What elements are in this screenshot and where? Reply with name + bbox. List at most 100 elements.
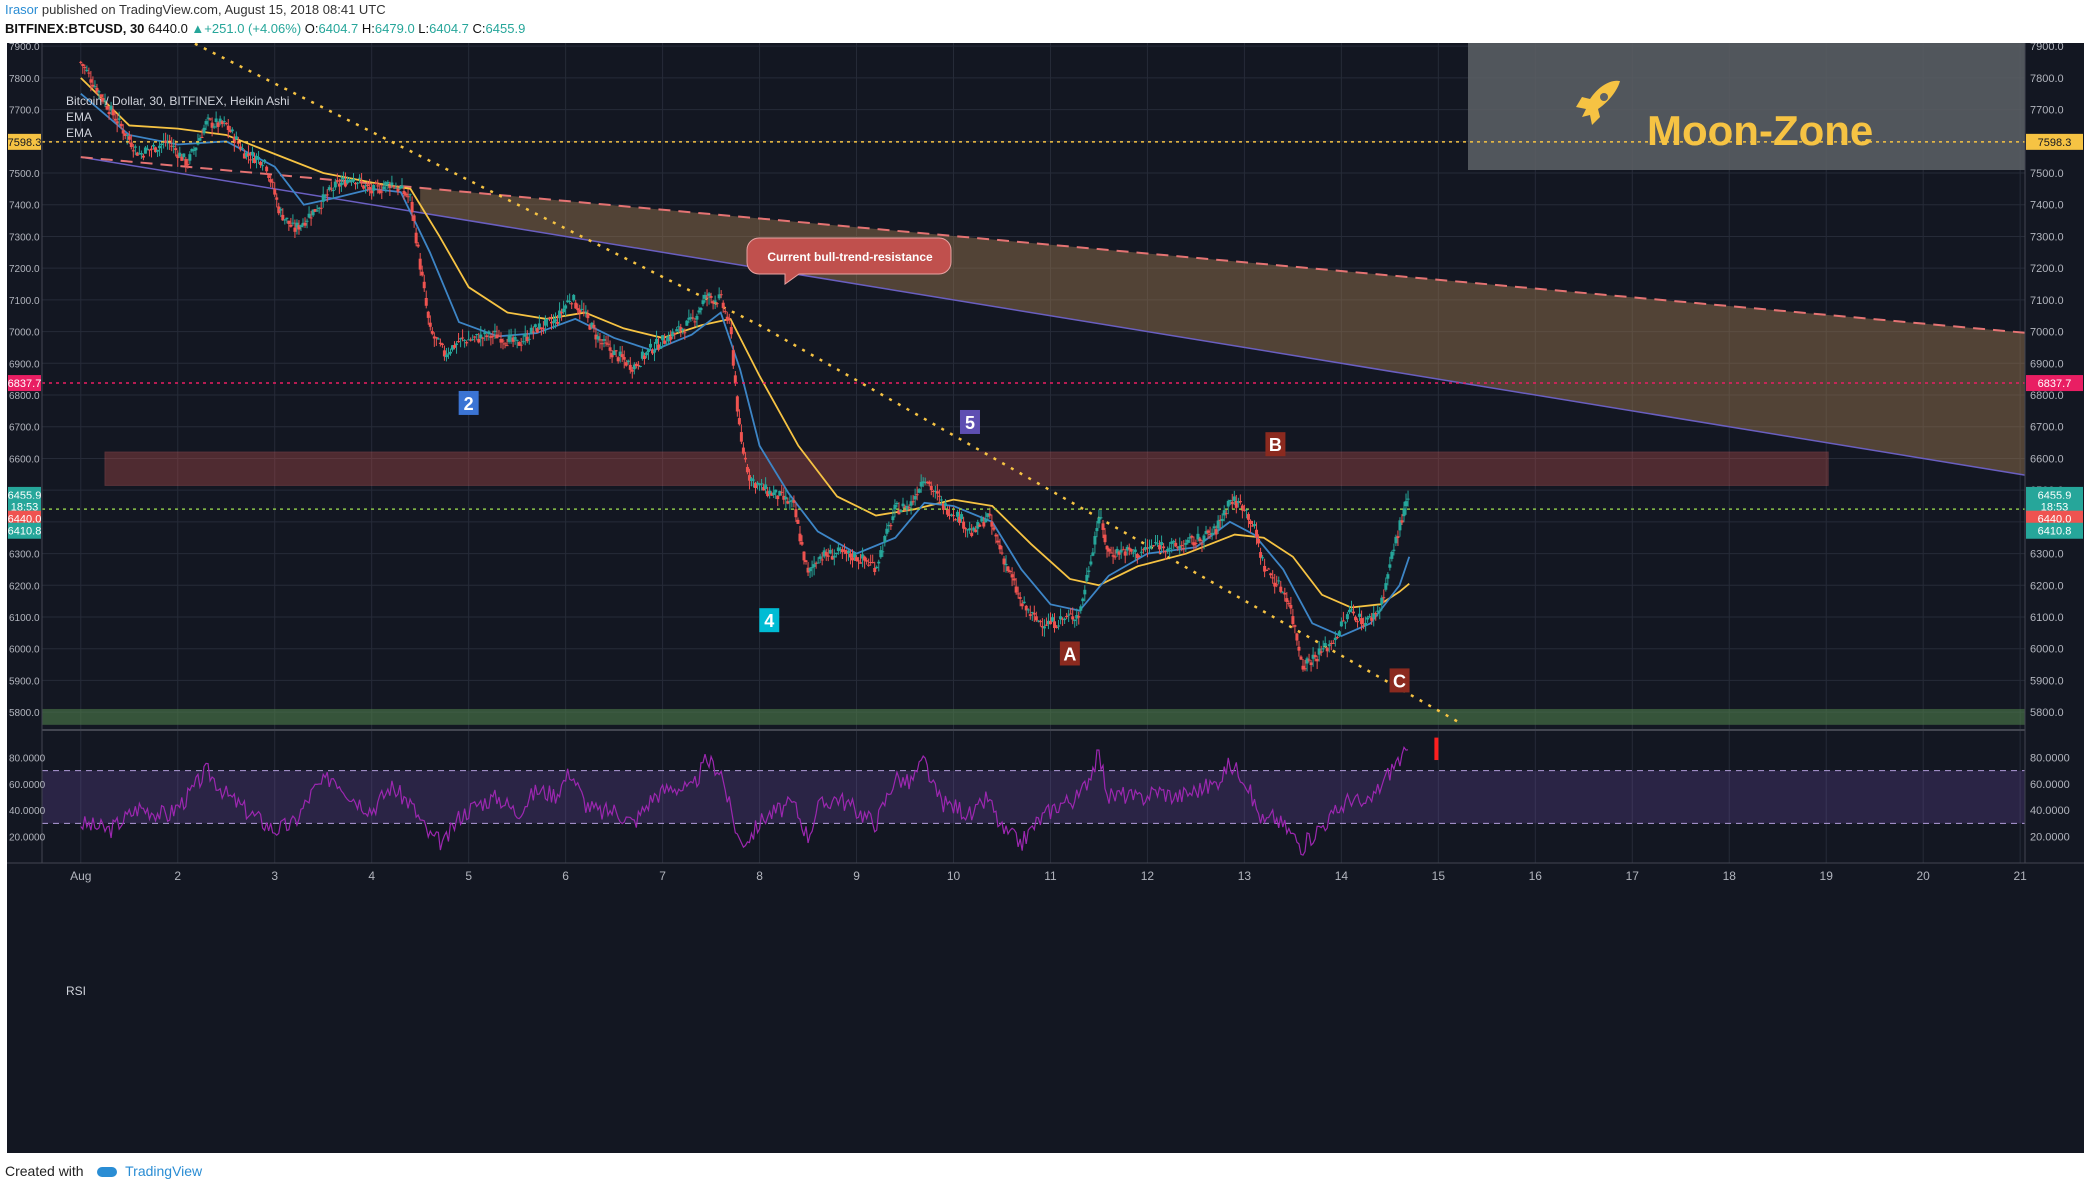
candle-body — [257, 157, 261, 159]
candle-body — [1250, 525, 1254, 527]
candle-body — [996, 540, 1000, 543]
price-tick-right: 7700.0 — [2030, 105, 2064, 117]
candle-body — [1337, 631, 1341, 636]
candle-body — [303, 222, 307, 226]
candle-body — [521, 341, 525, 343]
candle-body — [103, 100, 107, 102]
candle-body — [584, 311, 588, 313]
candle-body — [659, 347, 663, 349]
candle-body — [226, 125, 230, 130]
candle-body — [741, 447, 745, 454]
candle-body — [772, 492, 776, 495]
candle-body — [1131, 552, 1135, 554]
price-tag-bg — [2026, 498, 2083, 515]
candle-body — [881, 551, 885, 553]
ema-slow-line — [80, 77, 1410, 609]
price-tick-right: 7400.0 — [2030, 200, 2064, 212]
candle-body — [513, 337, 517, 340]
candle-body — [119, 123, 123, 127]
tradingview-cloud-icon — [97, 1167, 118, 1178]
candle-body — [1341, 620, 1345, 622]
candle-body — [1390, 551, 1394, 559]
candle-body — [95, 87, 99, 93]
candle-body — [877, 561, 881, 564]
candle-body — [1089, 561, 1093, 565]
wave-label: A — [1063, 644, 1076, 664]
candle-body — [1400, 520, 1404, 523]
tradingview-link[interactable]: TradingView — [125, 1163, 203, 1179]
candle-body — [139, 153, 143, 155]
candle-body — [1370, 617, 1374, 621]
candle-body — [558, 310, 562, 319]
candle-body — [210, 122, 214, 128]
candle-body — [1135, 554, 1139, 559]
candle-body — [495, 334, 499, 339]
candle-body — [1224, 513, 1228, 515]
chart-area[interactable]: Moon-Zone 2 3 4 5 A B C Current bull-trend-res… — [7, 29, 2084, 1153]
candle-body — [123, 133, 127, 136]
candle-body — [442, 350, 446, 357]
candle-body — [1022, 601, 1026, 604]
candle-body — [887, 524, 891, 527]
wave-label: 4 — [764, 611, 774, 631]
candle-body — [216, 122, 220, 127]
candle-body — [939, 499, 943, 501]
candle-body — [1343, 622, 1347, 624]
candle-body — [1162, 546, 1166, 549]
price-tag-label: 7598.3 — [2038, 137, 2072, 149]
candle-body — [917, 489, 921, 493]
candle-body — [919, 481, 923, 487]
support-zone — [42, 708, 2025, 725]
candle-body — [493, 330, 497, 333]
candle-body — [618, 351, 622, 356]
candle-body — [1156, 543, 1160, 545]
time-tick: 17 — [1626, 869, 1640, 883]
candle-body — [644, 352, 648, 356]
candle-body — [398, 187, 402, 189]
price-tag-label: 6837.7 — [8, 378, 42, 390]
candle-body — [1269, 573, 1273, 576]
candle-body — [246, 153, 250, 156]
candle-body — [1105, 545, 1109, 550]
candle-body — [1398, 520, 1402, 531]
candle-body — [863, 556, 867, 561]
candle-body — [384, 182, 388, 186]
candle-body — [687, 317, 691, 320]
candle-body — [212, 126, 216, 128]
price-chart-svg[interactable]: Moon-Zone 2 3 4 5 A B C Current bull-trend-res… — [7, 29, 2084, 1153]
candle-body — [190, 149, 194, 152]
candle-body — [358, 177, 362, 179]
author-link[interactable]: Irasor — [5, 2, 39, 17]
candle-body — [1404, 501, 1408, 507]
candle-body — [446, 353, 450, 355]
candle-body — [547, 318, 551, 320]
candle-body — [830, 556, 834, 560]
candle-body — [743, 457, 747, 460]
candle-body — [758, 484, 762, 486]
candle-body — [390, 182, 394, 186]
candle-body — [242, 153, 246, 159]
candle-body — [1376, 610, 1380, 612]
candle-body — [784, 496, 788, 500]
candle-body — [180, 156, 184, 161]
candle-body — [681, 328, 685, 331]
candle-body — [115, 121, 119, 124]
price-tick-right: 6700.0 — [2030, 422, 2064, 434]
candle-body — [1358, 613, 1362, 617]
candle-body — [1366, 617, 1370, 620]
candle-body — [735, 396, 739, 412]
price-tick-left: 6300.0 — [9, 550, 40, 561]
candle-body — [1145, 547, 1149, 549]
candle-body — [331, 190, 335, 192]
candle-body — [1182, 548, 1186, 550]
candle-body — [1048, 620, 1052, 625]
candle-body — [804, 560, 808, 562]
price-tag-bg — [2026, 522, 2083, 539]
candle-body — [416, 244, 420, 247]
symbol-label: BITFINEX:BTCUSD, 30 — [5, 21, 145, 36]
rsi-tick-right: 20.0000 — [2030, 832, 2070, 844]
candle-body — [725, 316, 729, 321]
candle-body — [469, 339, 473, 341]
zones: Moon-Zone — [42, 43, 2043, 725]
ohlc-readout: BITFINEX:BTCUSD, 30 6440.0 ▲+251.0 (+4.0… — [5, 21, 525, 36]
